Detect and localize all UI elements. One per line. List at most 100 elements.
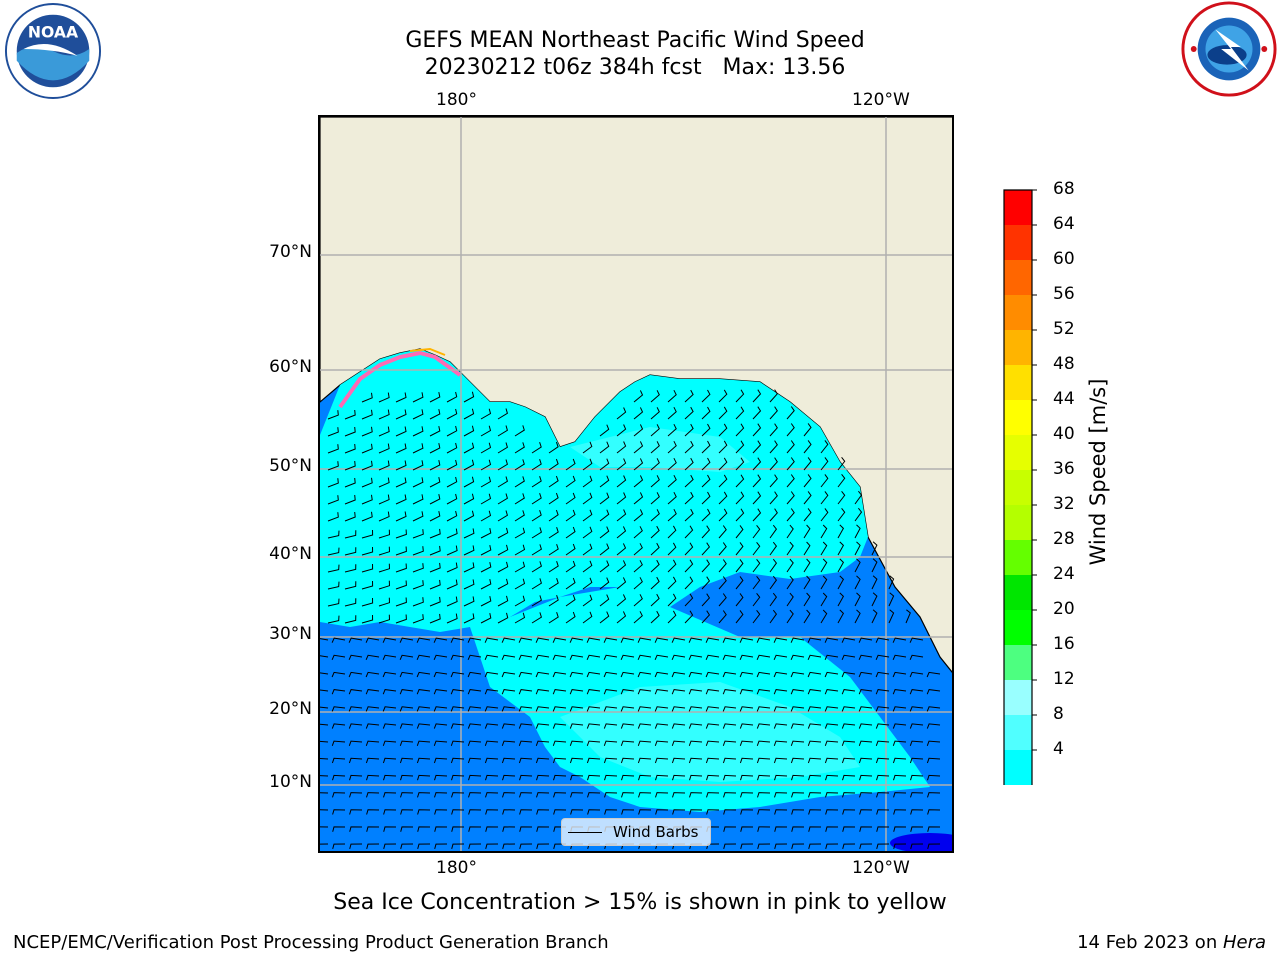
wind-barb (837, 473, 846, 488)
wind-barb (909, 654, 924, 661)
wind-barb (769, 389, 778, 403)
wind-barb (854, 507, 863, 522)
wind-barb (633, 441, 644, 454)
wind-barb (497, 527, 509, 539)
wind-barb (735, 525, 744, 539)
graticule (320, 117, 952, 851)
wind-barb (735, 542, 744, 556)
wind-barb (365, 740, 380, 746)
wind-barb (705, 740, 720, 746)
wind-barb (412, 597, 424, 607)
wind-barb (535, 723, 550, 729)
wind-barb (910, 792, 924, 798)
wind-barb (467, 723, 482, 729)
wind-barb (769, 592, 778, 607)
wind-barb (467, 637, 482, 643)
ocean-12-16-patch-north (570, 427, 750, 472)
wind-barb (705, 689, 720, 695)
wind-barb (723, 826, 737, 832)
wind-barb (735, 440, 745, 454)
wind-barb (875, 654, 890, 661)
lat-tick-30n: 30°N (269, 624, 312, 644)
wind-barb (871, 558, 878, 573)
wind-barb (433, 637, 448, 643)
wind-barb (361, 614, 374, 624)
wind-barb (875, 689, 890, 695)
wind-barb (808, 843, 822, 850)
wind-barb (344, 564, 357, 573)
wind-barb (463, 528, 475, 539)
wind-barb (468, 809, 482, 815)
wind-barb (892, 654, 907, 661)
wind-barb (756, 671, 771, 678)
wind-barb (740, 826, 754, 832)
wind-barb (616, 458, 627, 471)
wind-barb (480, 459, 492, 471)
wind-barb (582, 594, 593, 607)
wind-barb (378, 477, 390, 488)
colorbar-tick-label: 24 (1053, 564, 1075, 584)
wind-barb (786, 406, 795, 420)
wind-barb (909, 706, 924, 712)
wind-barb (395, 392, 407, 403)
wind-barb (820, 558, 828, 573)
wind-barb (650, 407, 660, 420)
colorbar-tick-label: 32 (1053, 494, 1075, 514)
wind-barb (365, 637, 380, 643)
wind-barb (519, 774, 533, 781)
wind-barb (383, 826, 397, 832)
wind-barb (859, 826, 873, 832)
wind-barb (616, 475, 627, 488)
wind-barb (434, 826, 448, 832)
wind-barb (497, 510, 508, 522)
wind-barb (399, 654, 414, 661)
wind-barb (650, 458, 660, 471)
wind-barb (858, 723, 873, 729)
wind-barb (399, 740, 414, 746)
wind-barb (552, 689, 567, 695)
wind-barb (412, 426, 424, 437)
wind-barb (395, 426, 407, 437)
wind-barb (501, 637, 516, 643)
wind-barb (616, 577, 627, 590)
wind-barb (718, 389, 728, 403)
wind-barb (586, 671, 601, 678)
wind-barb (854, 609, 861, 624)
wind-barb (331, 706, 346, 712)
wind-barb (807, 689, 822, 695)
wind-barb (722, 671, 737, 678)
wind-barb (569, 654, 584, 661)
wind-barb (740, 843, 754, 850)
wind-barb (535, 671, 550, 678)
wind-barb (650, 509, 660, 522)
wind-barb (735, 457, 745, 471)
wind-barb (825, 792, 839, 798)
wind-barb (927, 774, 941, 781)
ocean-below-4-patch (890, 833, 952, 851)
colorbar-segment (1004, 575, 1032, 610)
wind-barb (344, 426, 356, 437)
wind-barb (705, 757, 720, 764)
wind-barb (807, 671, 822, 678)
wind-barb (820, 491, 829, 505)
wind-barb (587, 774, 601, 781)
colorbar-tick-label: 64 (1053, 214, 1075, 234)
wind-barb (429, 596, 441, 607)
wind-barb (320, 843, 329, 845)
wind-barb (616, 424, 627, 437)
wind-barb (365, 723, 380, 729)
wind-barb (620, 706, 635, 712)
wind-barb (519, 826, 533, 832)
wind-barb (706, 774, 720, 781)
wind-barb (349, 792, 363, 798)
wind-barb (671, 706, 686, 712)
wind-barb (417, 809, 431, 815)
wind-barb (740, 774, 754, 781)
wind-barb (803, 423, 812, 437)
wind-barb (752, 423, 762, 437)
wind-barb (667, 440, 677, 454)
wind-barb (446, 562, 458, 573)
wind-barb (786, 491, 795, 505)
wind-barb (468, 774, 482, 781)
noaa-logo: NOAA (4, 2, 102, 104)
